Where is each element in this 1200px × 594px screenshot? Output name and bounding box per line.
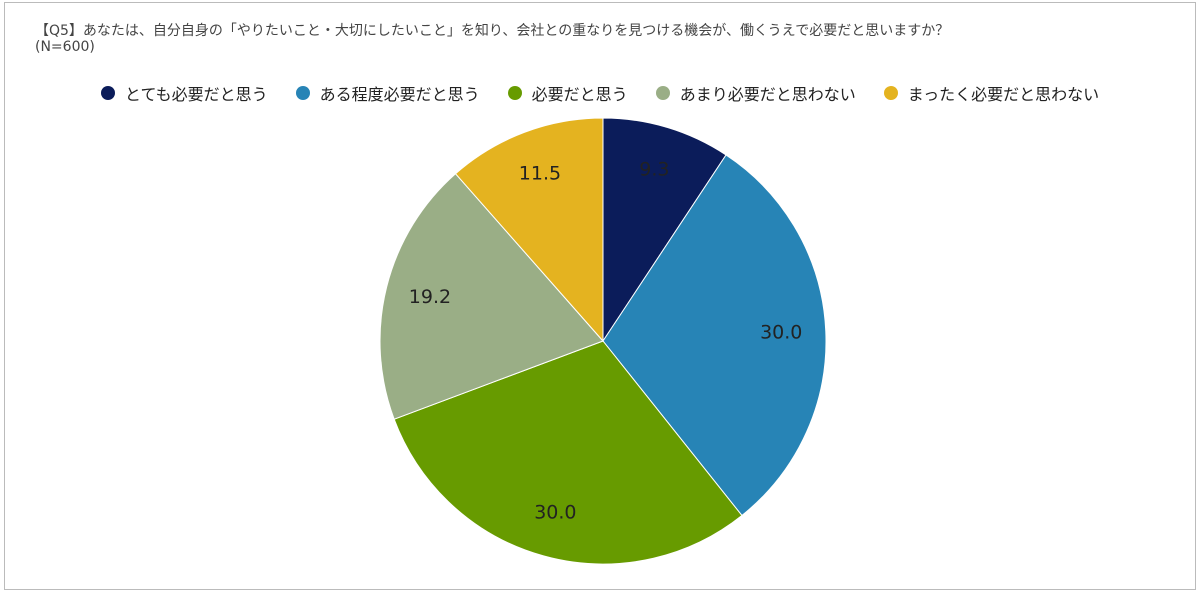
data-label: 11.5 xyxy=(519,163,561,185)
data-label: 9.3 xyxy=(639,159,669,181)
legend-label: あまり必要だと思わない xyxy=(679,85,856,104)
legend-label: まったく必要だと思わない xyxy=(907,85,1100,104)
data-label: 30.0 xyxy=(760,322,802,344)
pie-chart: 9.3 30.0 30.0 19.2 11.5 xyxy=(379,117,827,565)
data-label: 30.0 xyxy=(534,501,576,523)
legend-item: ある程度必要だと思う xyxy=(295,81,480,105)
legend-label: ある程度必要だと思う xyxy=(319,85,480,104)
legend-item: あまり必要だと思わない xyxy=(655,81,856,105)
legend: とても必要だと思う ある程度必要だと思う 必要だと思う あまり必要だと思わない まったく… xyxy=(5,81,1195,105)
pie-slice xyxy=(602,154,827,517)
pie-slice xyxy=(379,173,604,420)
legend-swatch xyxy=(883,86,898,100)
legend-swatch xyxy=(507,86,522,100)
legend-label: とても必要だと思う xyxy=(124,85,268,104)
chart-subtitle: (N=600) xyxy=(35,39,95,55)
legend-swatch xyxy=(295,86,310,100)
chart-title: 【Q5】あなたは、自分自身の「やりたいこと・大切にしたいこと」を知り、会社との重… xyxy=(35,23,950,39)
legend-swatch xyxy=(655,86,670,100)
title-block: 【Q5】あなたは、自分自身の「やりたいこと・大切にしたいこと」を知り、会社との重… xyxy=(35,23,949,55)
legend-label: 必要だと思う xyxy=(531,85,628,104)
legend-item: 必要だと思う xyxy=(507,81,628,105)
legend-item: とても必要だと思う xyxy=(100,81,268,105)
pie-slice xyxy=(602,117,727,343)
data-label: 19.2 xyxy=(409,286,451,308)
chart-frame: 【Q5】あなたは、自分自身の「やりたいこと・大切にしたいこと」を知り、会社との重… xyxy=(4,2,1196,590)
legend-swatch xyxy=(100,86,115,100)
pie-slice xyxy=(454,117,604,343)
pie-slice xyxy=(393,340,743,565)
legend-item: まったく必要だと思わない xyxy=(883,81,1100,105)
